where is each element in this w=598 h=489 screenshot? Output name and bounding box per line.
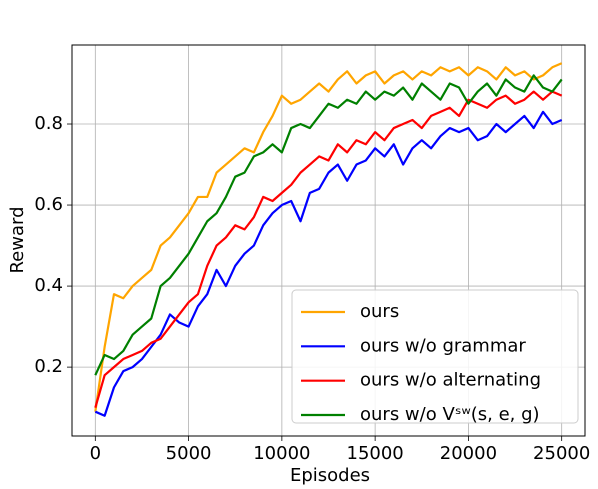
legend-label: ours w/o alternating (360, 370, 541, 391)
x-tick-label: 5000 (166, 443, 212, 464)
legend-label: ours (360, 301, 399, 322)
legend-label: ours w/o grammar (360, 335, 526, 356)
y-tick-label: 0.4 (34, 275, 63, 296)
x-tick-label: 0 (90, 443, 101, 464)
y-tick-label: 0.2 (34, 356, 63, 377)
legend-label: ours w/o Vˢʷ(s, e, g) (360, 404, 540, 425)
x-tick-label: 15000 (347, 443, 404, 464)
x-tick-label: 10000 (253, 443, 310, 464)
plot-frame (71, 44, 586, 437)
x-tick-label: 25000 (533, 443, 590, 464)
y-tick-label: 0.8 (34, 113, 63, 134)
y-axis-label: Reward (7, 206, 28, 273)
series-line (94, 62, 563, 412)
y-tick-label: 0.6 (34, 194, 63, 215)
legend-box (291, 289, 579, 424)
series-line (94, 90, 563, 408)
series-line (94, 74, 563, 376)
x-tick-label: 20000 (440, 443, 497, 464)
series-line (94, 110, 563, 417)
x-axis-label: Episodes (290, 465, 370, 486)
